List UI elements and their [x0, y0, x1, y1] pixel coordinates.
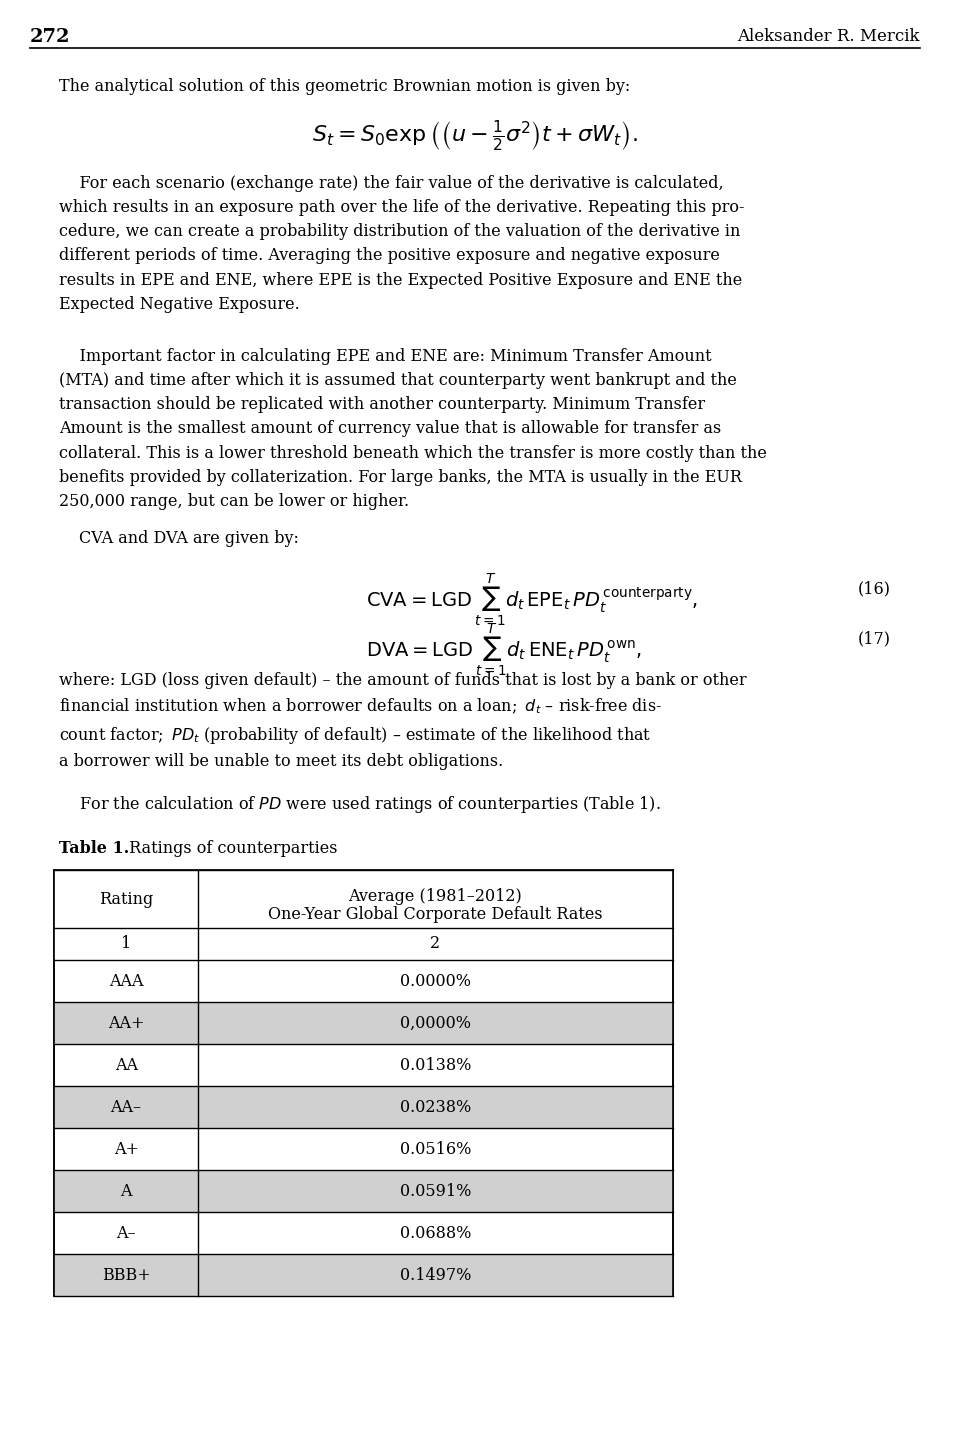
Bar: [55, 1254, 198, 1296]
Text: (17): (17): [857, 630, 890, 647]
Text: 2: 2: [430, 936, 441, 953]
Text: 0.0000%: 0.0000%: [399, 972, 470, 989]
Text: 1: 1: [121, 936, 132, 953]
Text: 0.0138%: 0.0138%: [399, 1056, 471, 1074]
Text: BBB+: BBB+: [102, 1266, 151, 1283]
Bar: [198, 1085, 673, 1128]
Bar: [55, 870, 673, 1296]
Text: where: LGD (loss given default) – the amount of funds that is lost by a bank or : where: LGD (loss given default) – the am…: [60, 672, 747, 770]
Text: (16): (16): [857, 581, 890, 597]
Bar: [198, 1002, 673, 1045]
Bar: [55, 928, 673, 960]
Text: 0.1497%: 0.1497%: [399, 1266, 471, 1283]
Text: 0.0238%: 0.0238%: [399, 1099, 470, 1116]
Bar: [55, 870, 673, 928]
Text: For the calculation of $PD$ were used ratings of counterparties (Table 1).: For the calculation of $PD$ were used ra…: [60, 794, 661, 815]
Text: AA+: AA+: [108, 1014, 144, 1032]
Text: Table 1.: Table 1.: [60, 840, 130, 857]
Bar: [198, 1254, 673, 1296]
Text: A–: A–: [116, 1225, 136, 1241]
Text: Important factor in calculating EPE and ENE are: Minimum Transfer Amount
(MTA) a: Important factor in calculating EPE and …: [60, 348, 767, 509]
Text: 0,0000%: 0,0000%: [399, 1014, 470, 1032]
Text: AA–: AA–: [110, 1099, 142, 1116]
Text: AA: AA: [114, 1056, 137, 1074]
Text: 0.0688%: 0.0688%: [399, 1225, 471, 1241]
Text: Rating: Rating: [99, 890, 154, 908]
Bar: [55, 1085, 198, 1128]
Text: AAA: AAA: [108, 972, 143, 989]
Text: Aleksander R. Mercik: Aleksander R. Mercik: [737, 28, 920, 45]
Text: $\mathrm{DVA} = \mathrm{LGD}\,\sum_{t=1}^{T} d_t\,\mathrm{ENE}_t\,PD_t^{\,\mathr: $\mathrm{DVA} = \mathrm{LGD}\,\sum_{t=1}…: [366, 621, 642, 678]
Text: For each scenario (exchange rate) the fair value of the derivative is calculated: For each scenario (exchange rate) the fa…: [60, 175, 745, 313]
Bar: [55, 1170, 198, 1212]
Text: CVA and DVA are given by:: CVA and DVA are given by:: [79, 530, 299, 547]
Text: One-Year Global Corporate Default Rates: One-Year Global Corporate Default Rates: [268, 906, 603, 922]
Bar: [198, 1170, 673, 1212]
Text: A+: A+: [113, 1141, 138, 1158]
Bar: [55, 1002, 198, 1045]
Text: $\mathrm{CVA} = \mathrm{LGD}\,\sum_{t=1}^{T} d_t\,\mathrm{EPE}_t\,PD_t^{\,\mathr: $\mathrm{CVA} = \mathrm{LGD}\,\sum_{t=1}…: [366, 572, 698, 629]
Text: Average (1981–2012): Average (1981–2012): [348, 888, 522, 905]
Text: 272: 272: [30, 28, 70, 47]
Text: 0.0516%: 0.0516%: [399, 1141, 471, 1158]
Text: A: A: [120, 1183, 132, 1199]
Text: The analytical solution of this geometric Brownian motion is given by:: The analytical solution of this geometri…: [60, 79, 631, 95]
Text: Ratings of counterparties: Ratings of counterparties: [124, 840, 337, 857]
Text: $S_t = S_0\exp\left(\left(u - \frac{1}{2}\sigma^2\right)t + \sigma W_t\right).$: $S_t = S_0\exp\left(\left(u - \frac{1}{2…: [312, 118, 637, 153]
Text: 0.0591%: 0.0591%: [399, 1183, 471, 1199]
